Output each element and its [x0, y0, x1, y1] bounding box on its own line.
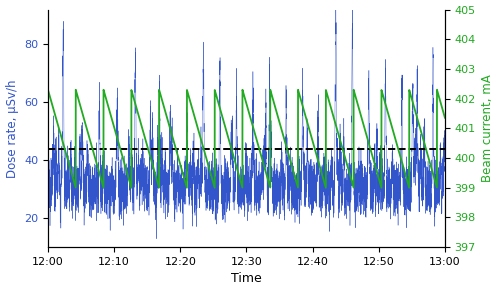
Y-axis label: Dose rate, μSv/h: Dose rate, μSv/h — [6, 79, 18, 178]
X-axis label: Time: Time — [231, 272, 262, 285]
Y-axis label: Beam current, mA: Beam current, mA — [482, 74, 494, 182]
